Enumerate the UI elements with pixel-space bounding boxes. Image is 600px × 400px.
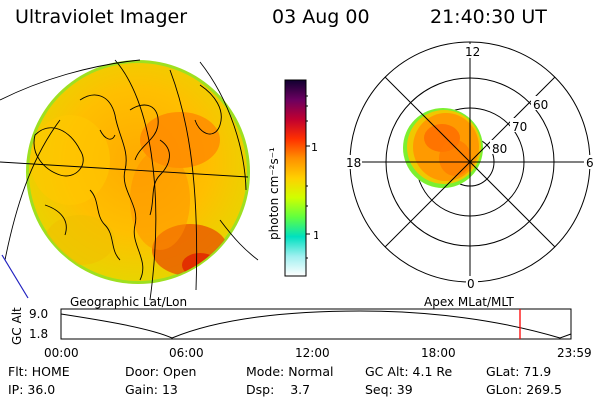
colorbar-unit-label: photon cm⁻²s⁻¹	[267, 147, 281, 240]
colorbar-tick-10: 10	[313, 229, 318, 242]
header-date: 03 Aug 00	[272, 6, 370, 28]
altitude-xtick-0600: 06:00	[169, 346, 204, 360]
altitude-ytick-max: 9.0	[29, 307, 49, 321]
geo-grid	[0, 59, 259, 300]
polar-mlt-plot: 12 18 6 0 60 70 80	[344, 41, 596, 291]
colorbar-gradient	[284, 79, 307, 277]
colorbar-tick-100: 100	[311, 141, 318, 154]
altitude-curve	[60, 310, 572, 339]
lat-label-bg	[510, 118, 528, 132]
info-seq: Seq: 39	[365, 382, 413, 397]
mlt-label-0: 0	[467, 277, 475, 291]
altitude-ytick-min: 1.8	[29, 327, 49, 341]
geo-grid-edge	[1, 254, 29, 299]
info-glat: GLat: 71.9	[486, 364, 552, 379]
geographic-image-panel	[0, 59, 259, 300]
mlt-label-bg	[463, 44, 479, 58]
coastline-outlines	[33, 84, 222, 281]
mlt-label-18: 18	[346, 156, 361, 170]
altitude-xtick-2359: 23:59	[557, 346, 592, 360]
app-title: Ultraviolet Imager	[15, 6, 188, 28]
colorbar-ticks	[306, 95, 310, 259]
lat-label-60: 60	[533, 98, 548, 112]
mlt-label-bg	[466, 276, 478, 290]
header-time: 21:40:30 UT	[430, 6, 547, 28]
info-gc-alt: GC Alt: 4.1 Re	[365, 364, 453, 379]
polar-emission	[403, 108, 483, 188]
mlt-label-bg	[344, 155, 362, 169]
polar-radials	[350, 42, 590, 282]
geographic-panel-label: Geographic Lat/Lon	[70, 295, 188, 309]
info-gain: Gain: 13	[125, 382, 178, 397]
apex-panel-label: Apex MLat/MLT	[424, 295, 514, 309]
mlt-label-6: 6	[586, 156, 594, 170]
altitude-xtick-0000: 00:00	[44, 346, 79, 360]
altitude-xtick-1200: 12:00	[295, 346, 330, 360]
info-glon: GLon: 269.5	[486, 382, 562, 397]
lat-label-70: 70	[512, 120, 527, 134]
lat-label-bg	[490, 140, 508, 154]
lat-label-80: 80	[492, 142, 507, 156]
info-ip: IP: 36.0	[8, 382, 56, 397]
altitude-plot-frame	[60, 308, 572, 340]
altitude-plot	[60, 308, 572, 340]
info-mode: Mode: Normal	[246, 364, 334, 379]
info-flt: Flt: HOME	[8, 364, 70, 379]
lat-label-bg	[531, 96, 549, 110]
colorbar: 100 10 photon cm⁻²s⁻¹	[267, 79, 318, 277]
altitude-xtick-1800: 18:00	[421, 346, 456, 360]
mlt-label-12: 12	[465, 45, 480, 59]
mlt-label-bg	[584, 155, 596, 169]
info-door: Door: Open	[125, 364, 197, 379]
info-dsp: Dsp: 3.7	[246, 382, 311, 397]
altitude-ylabel: GC Alt	[10, 307, 24, 345]
